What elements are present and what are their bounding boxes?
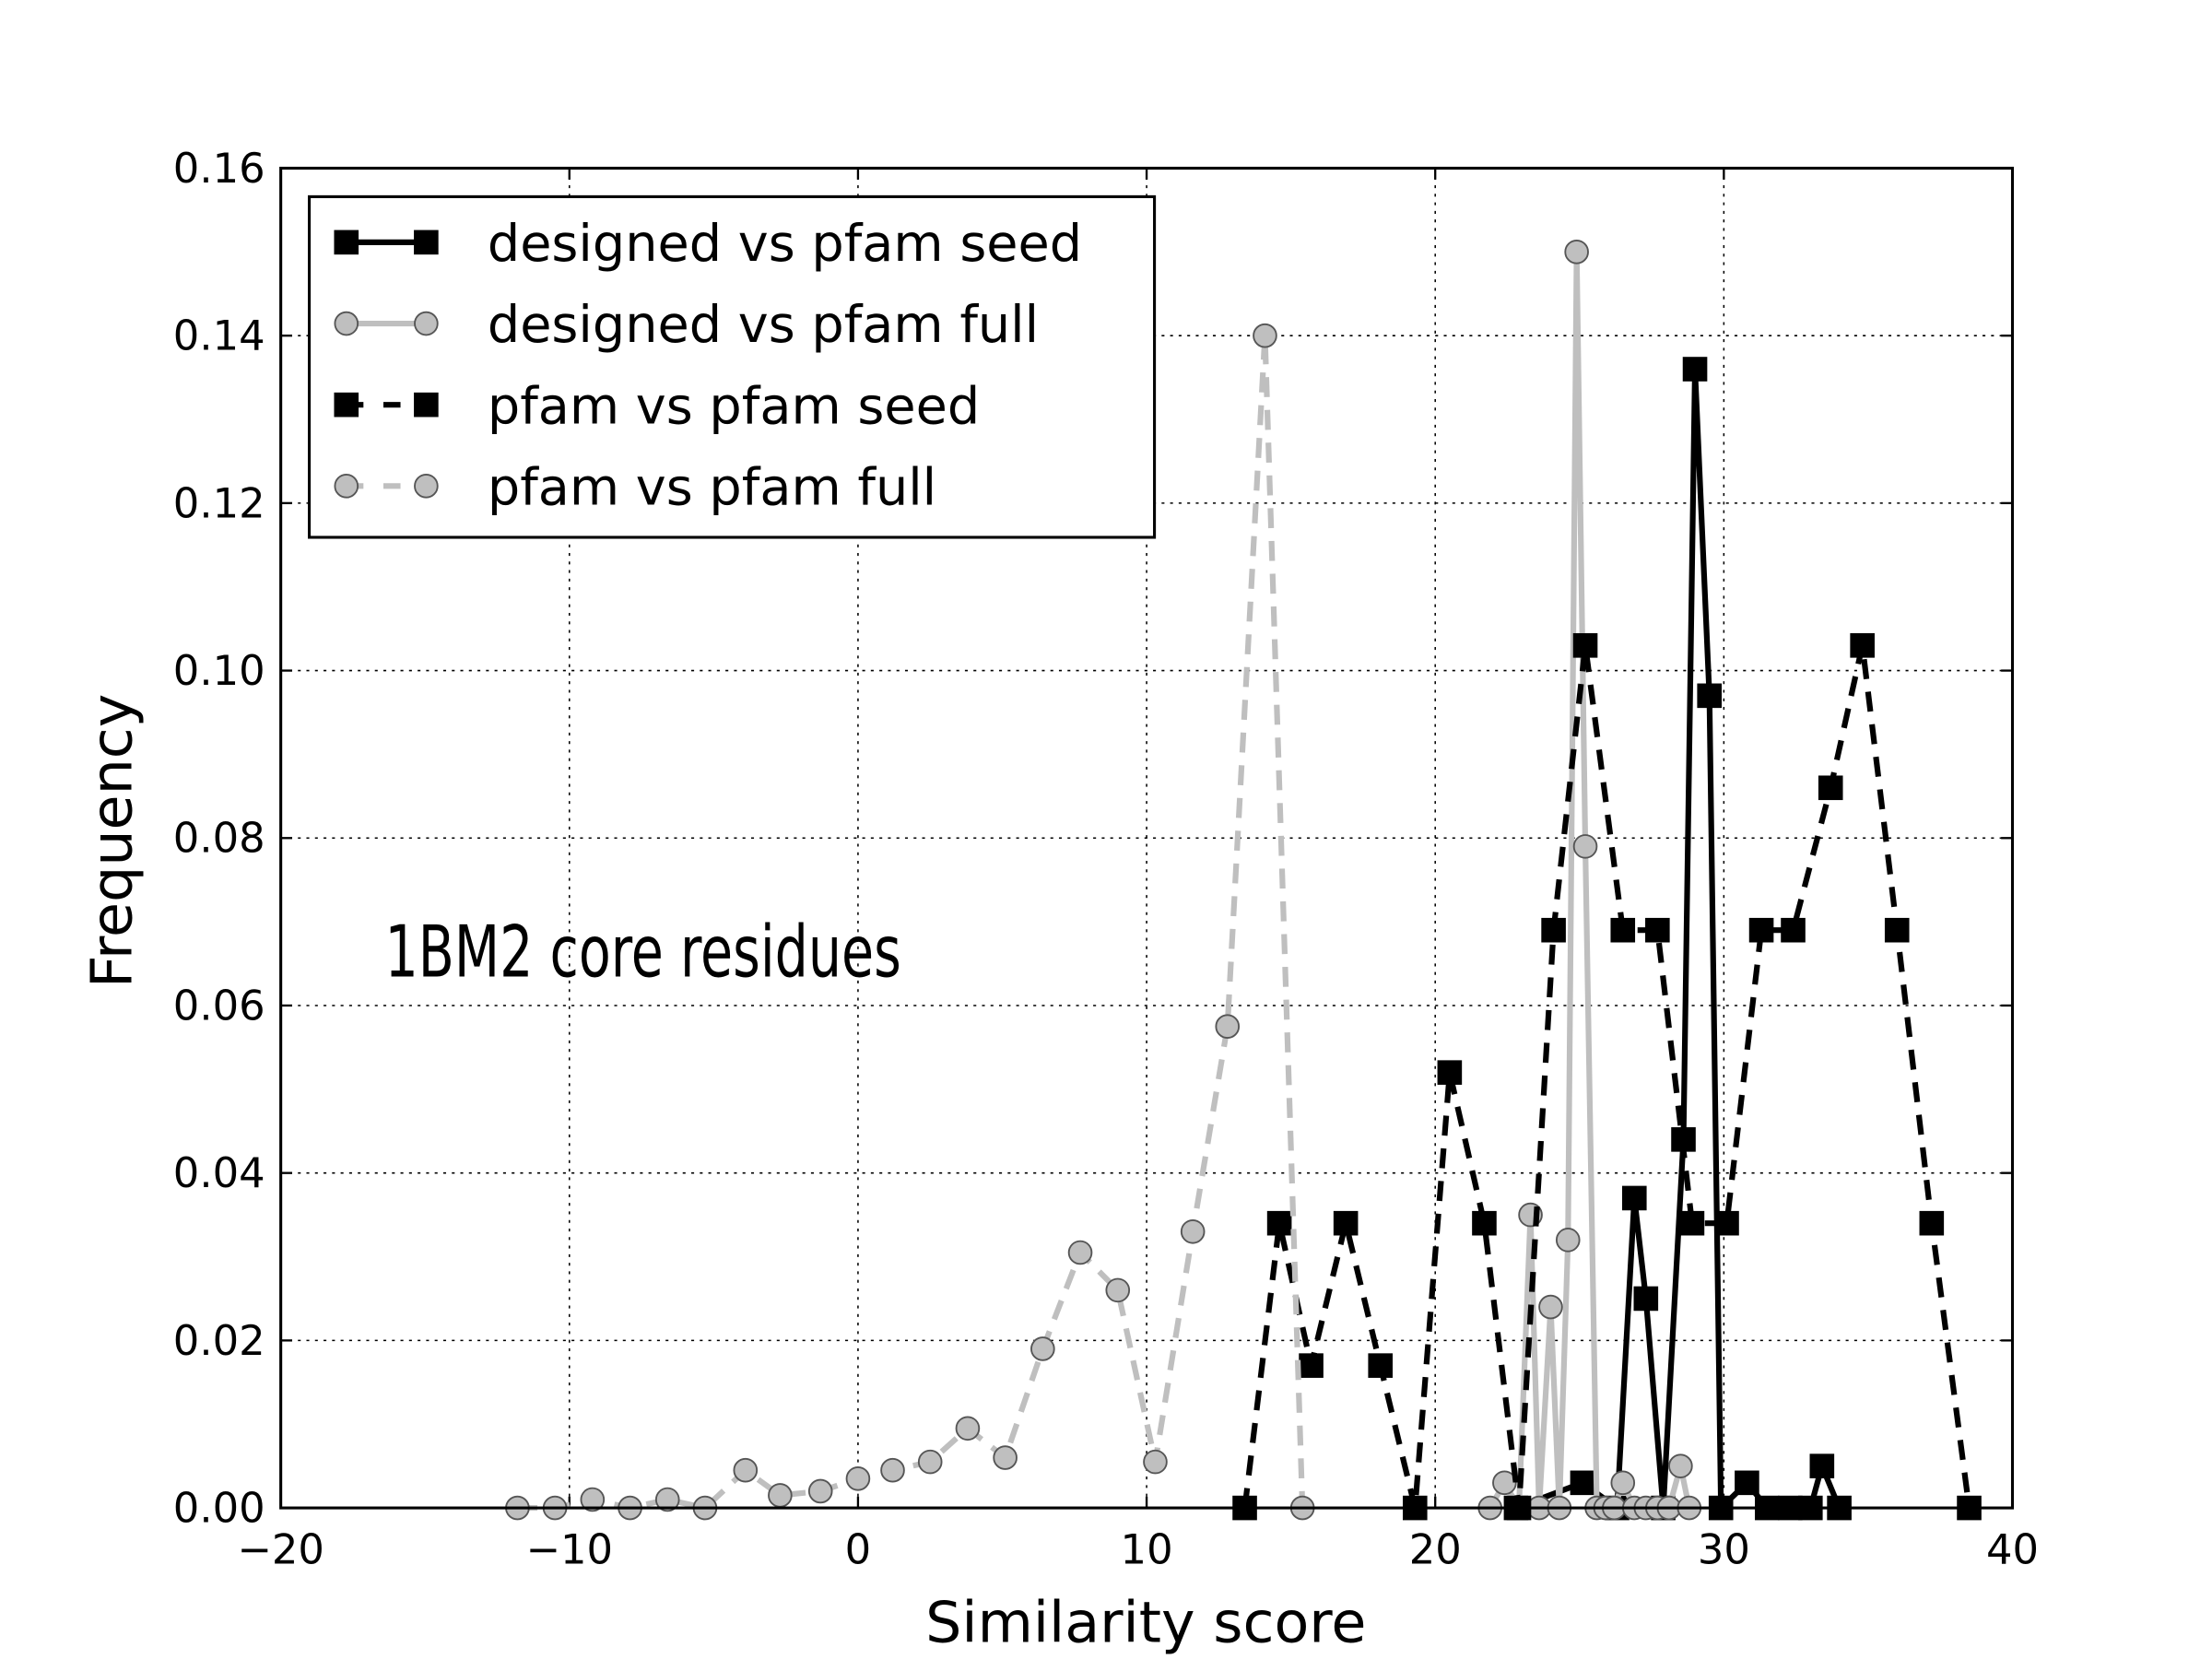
data-point <box>1818 775 1843 801</box>
data-point <box>654 1487 680 1512</box>
y-tick-label: 0.00 <box>173 1484 265 1533</box>
data-point <box>733 1457 759 1483</box>
data-point <box>1333 1210 1359 1236</box>
data-point <box>1030 1336 1055 1361</box>
y-tick-label: 0.06 <box>173 981 265 1030</box>
data-point <box>993 1445 1018 1470</box>
data-point <box>1541 917 1566 943</box>
plot-frame <box>279 166 2015 1510</box>
data-point <box>1781 917 1806 943</box>
data-point <box>1748 917 1774 943</box>
data-point <box>580 1487 606 1512</box>
legend-label: pfam vs pfam full <box>488 457 936 517</box>
series-line <box>1241 644 1972 1509</box>
data-point <box>1105 1277 1131 1303</box>
data-point <box>845 1465 871 1491</box>
data-point <box>880 1457 905 1483</box>
legend-marker <box>414 392 439 418</box>
data-point <box>1472 1210 1497 1236</box>
data-point <box>1555 1228 1581 1253</box>
data-point <box>1437 1060 1463 1085</box>
data-point <box>1538 1294 1563 1320</box>
y-tick-label: 0.14 <box>173 312 265 360</box>
series-line <box>517 335 1306 1512</box>
data-point <box>1266 1210 1292 1236</box>
legend-marker <box>414 311 439 336</box>
annotation: 1BM2 core residues <box>385 910 901 994</box>
legend-marker <box>334 311 359 336</box>
x-tick-label: 30 <box>1698 1524 1750 1573</box>
x-tick-label: 40 <box>1986 1524 2039 1573</box>
data-point <box>1697 683 1723 709</box>
data-point <box>1570 1470 1595 1496</box>
x-tick-label: 10 <box>1121 1524 1173 1573</box>
data-point <box>1180 1218 1206 1244</box>
data-point <box>1668 1453 1693 1478</box>
data-point <box>1492 1470 1517 1496</box>
legend-marker <box>414 474 439 499</box>
y-tick-label: 0.02 <box>173 1316 265 1365</box>
y-tick-label: 0.16 <box>173 144 265 193</box>
legend-label: pfam vs pfam seed <box>488 376 980 436</box>
data-point <box>1067 1240 1093 1265</box>
data-point <box>1572 834 1598 859</box>
series-line <box>1488 252 1692 1518</box>
legend-label: designed vs pfam seed <box>488 214 1082 274</box>
data-point <box>1299 1353 1324 1378</box>
data-point <box>1633 1286 1659 1312</box>
data-point <box>955 1416 981 1441</box>
data-point <box>1621 1185 1647 1211</box>
data-point <box>1919 1210 1945 1236</box>
x-tick-label: −10 <box>525 1524 613 1573</box>
legend-marker <box>414 229 439 255</box>
legend-marker <box>334 392 359 418</box>
legend-marker <box>334 474 359 499</box>
data-point <box>807 1478 833 1504</box>
x-tick-label: 0 <box>845 1524 872 1573</box>
data-point <box>1368 1353 1394 1378</box>
data-point <box>768 1483 793 1508</box>
y-tick-label: 0.04 <box>173 1148 265 1197</box>
y-tick-label: 0.12 <box>173 478 265 527</box>
data-point <box>1610 1470 1636 1496</box>
data-point <box>1645 917 1670 943</box>
data-point <box>1884 917 1910 943</box>
data-point <box>1714 1210 1739 1236</box>
legend-box <box>308 194 1157 539</box>
data-point <box>917 1449 943 1475</box>
y-axis-label: Frequency <box>78 694 145 988</box>
data-point <box>1253 323 1277 348</box>
y-tick-label: 0.08 <box>173 814 265 863</box>
data-point <box>1215 1014 1241 1039</box>
data-point <box>1809 1453 1835 1478</box>
y-tick-label: 0.10 <box>173 646 265 695</box>
x-tick-label: 20 <box>1409 1524 1462 1573</box>
legend: designed vs pfam seed designed vs pfam fu… <box>308 194 1157 539</box>
data-point <box>1679 1210 1705 1236</box>
data-point <box>1850 633 1875 658</box>
data-point <box>1572 633 1598 658</box>
data-point <box>1143 1449 1168 1475</box>
data-point <box>1564 240 1589 265</box>
data-point <box>1610 917 1636 943</box>
data-point <box>1682 357 1708 382</box>
data-point <box>1735 1470 1759 1496</box>
legend-label: designed vs pfam full <box>488 295 1039 355</box>
legend-marker <box>334 229 359 255</box>
x-tick-label: −20 <box>237 1524 324 1573</box>
x-axis-label: Similarity score <box>925 1589 1366 1655</box>
